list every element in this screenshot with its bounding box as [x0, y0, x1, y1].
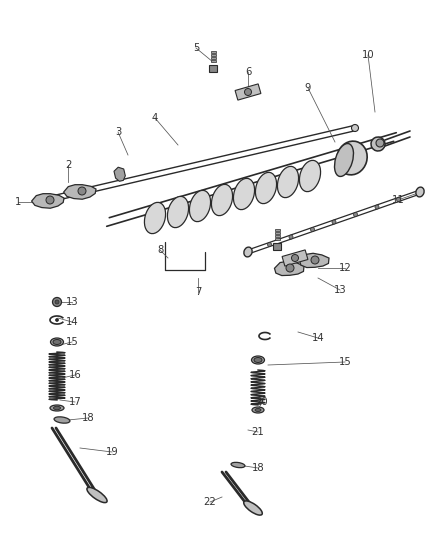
Text: 18: 18 [82, 413, 94, 423]
Text: 7: 7 [195, 287, 201, 297]
Ellipse shape [244, 247, 252, 257]
Text: 10: 10 [362, 50, 374, 60]
Ellipse shape [376, 139, 384, 147]
Polygon shape [275, 229, 279, 231]
Text: 13: 13 [334, 285, 346, 295]
Polygon shape [300, 253, 329, 268]
Ellipse shape [251, 356, 265, 364]
Ellipse shape [337, 141, 367, 175]
Circle shape [311, 228, 314, 231]
Ellipse shape [255, 408, 261, 411]
Ellipse shape [254, 358, 262, 362]
Ellipse shape [277, 166, 299, 198]
Circle shape [418, 190, 422, 194]
Polygon shape [211, 60, 215, 62]
Ellipse shape [87, 487, 107, 503]
Text: 19: 19 [106, 447, 118, 457]
Ellipse shape [54, 417, 70, 423]
Polygon shape [282, 250, 308, 266]
Text: 21: 21 [251, 427, 265, 437]
Text: 17: 17 [69, 397, 81, 407]
Text: 3: 3 [115, 127, 121, 137]
Ellipse shape [416, 187, 424, 197]
Polygon shape [275, 238, 279, 240]
Circle shape [289, 235, 293, 239]
Polygon shape [235, 84, 261, 100]
Text: 8: 8 [157, 245, 163, 255]
Text: 11: 11 [392, 195, 404, 205]
Ellipse shape [50, 405, 64, 411]
Polygon shape [211, 51, 215, 53]
Circle shape [332, 220, 336, 224]
Polygon shape [275, 235, 279, 237]
Text: 12: 12 [339, 263, 351, 273]
Polygon shape [209, 65, 217, 72]
Circle shape [396, 198, 400, 201]
Text: 15: 15 [339, 357, 351, 367]
Circle shape [53, 297, 61, 306]
Ellipse shape [52, 195, 59, 201]
Ellipse shape [352, 125, 358, 132]
Circle shape [353, 213, 357, 216]
Text: 9: 9 [305, 83, 311, 93]
Ellipse shape [53, 340, 61, 344]
Ellipse shape [145, 203, 166, 233]
Polygon shape [211, 56, 215, 59]
Circle shape [246, 250, 250, 254]
Ellipse shape [252, 407, 264, 413]
Text: 15: 15 [66, 337, 78, 347]
Ellipse shape [53, 406, 60, 410]
Polygon shape [211, 53, 215, 56]
Circle shape [55, 300, 59, 304]
Ellipse shape [244, 501, 262, 515]
Circle shape [268, 243, 272, 246]
Circle shape [311, 256, 319, 264]
Ellipse shape [231, 462, 245, 467]
Ellipse shape [212, 184, 233, 216]
Ellipse shape [167, 196, 189, 228]
Text: 14: 14 [66, 317, 78, 327]
Ellipse shape [335, 143, 353, 176]
Polygon shape [114, 167, 125, 181]
Text: 5: 5 [193, 43, 199, 53]
Polygon shape [64, 184, 96, 199]
Ellipse shape [50, 338, 64, 346]
Text: 16: 16 [69, 370, 81, 380]
Circle shape [78, 187, 86, 195]
Circle shape [244, 88, 251, 95]
Text: 2: 2 [65, 160, 71, 170]
Ellipse shape [300, 160, 321, 192]
Ellipse shape [189, 190, 211, 222]
Text: 13: 13 [66, 297, 78, 307]
Text: 20: 20 [256, 397, 268, 407]
Text: 1: 1 [15, 197, 21, 207]
Ellipse shape [255, 172, 276, 204]
Circle shape [46, 196, 54, 204]
Text: 18: 18 [252, 463, 264, 473]
Circle shape [286, 264, 294, 272]
Text: 22: 22 [204, 497, 216, 507]
Ellipse shape [371, 137, 385, 151]
Circle shape [292, 254, 299, 262]
Text: 6: 6 [245, 67, 251, 77]
Polygon shape [32, 193, 64, 208]
Circle shape [375, 205, 379, 209]
Polygon shape [275, 231, 279, 234]
Polygon shape [275, 261, 304, 276]
Ellipse shape [233, 179, 254, 209]
Circle shape [56, 319, 59, 321]
Polygon shape [273, 243, 281, 250]
Text: 14: 14 [312, 333, 324, 343]
Text: 4: 4 [152, 113, 158, 123]
